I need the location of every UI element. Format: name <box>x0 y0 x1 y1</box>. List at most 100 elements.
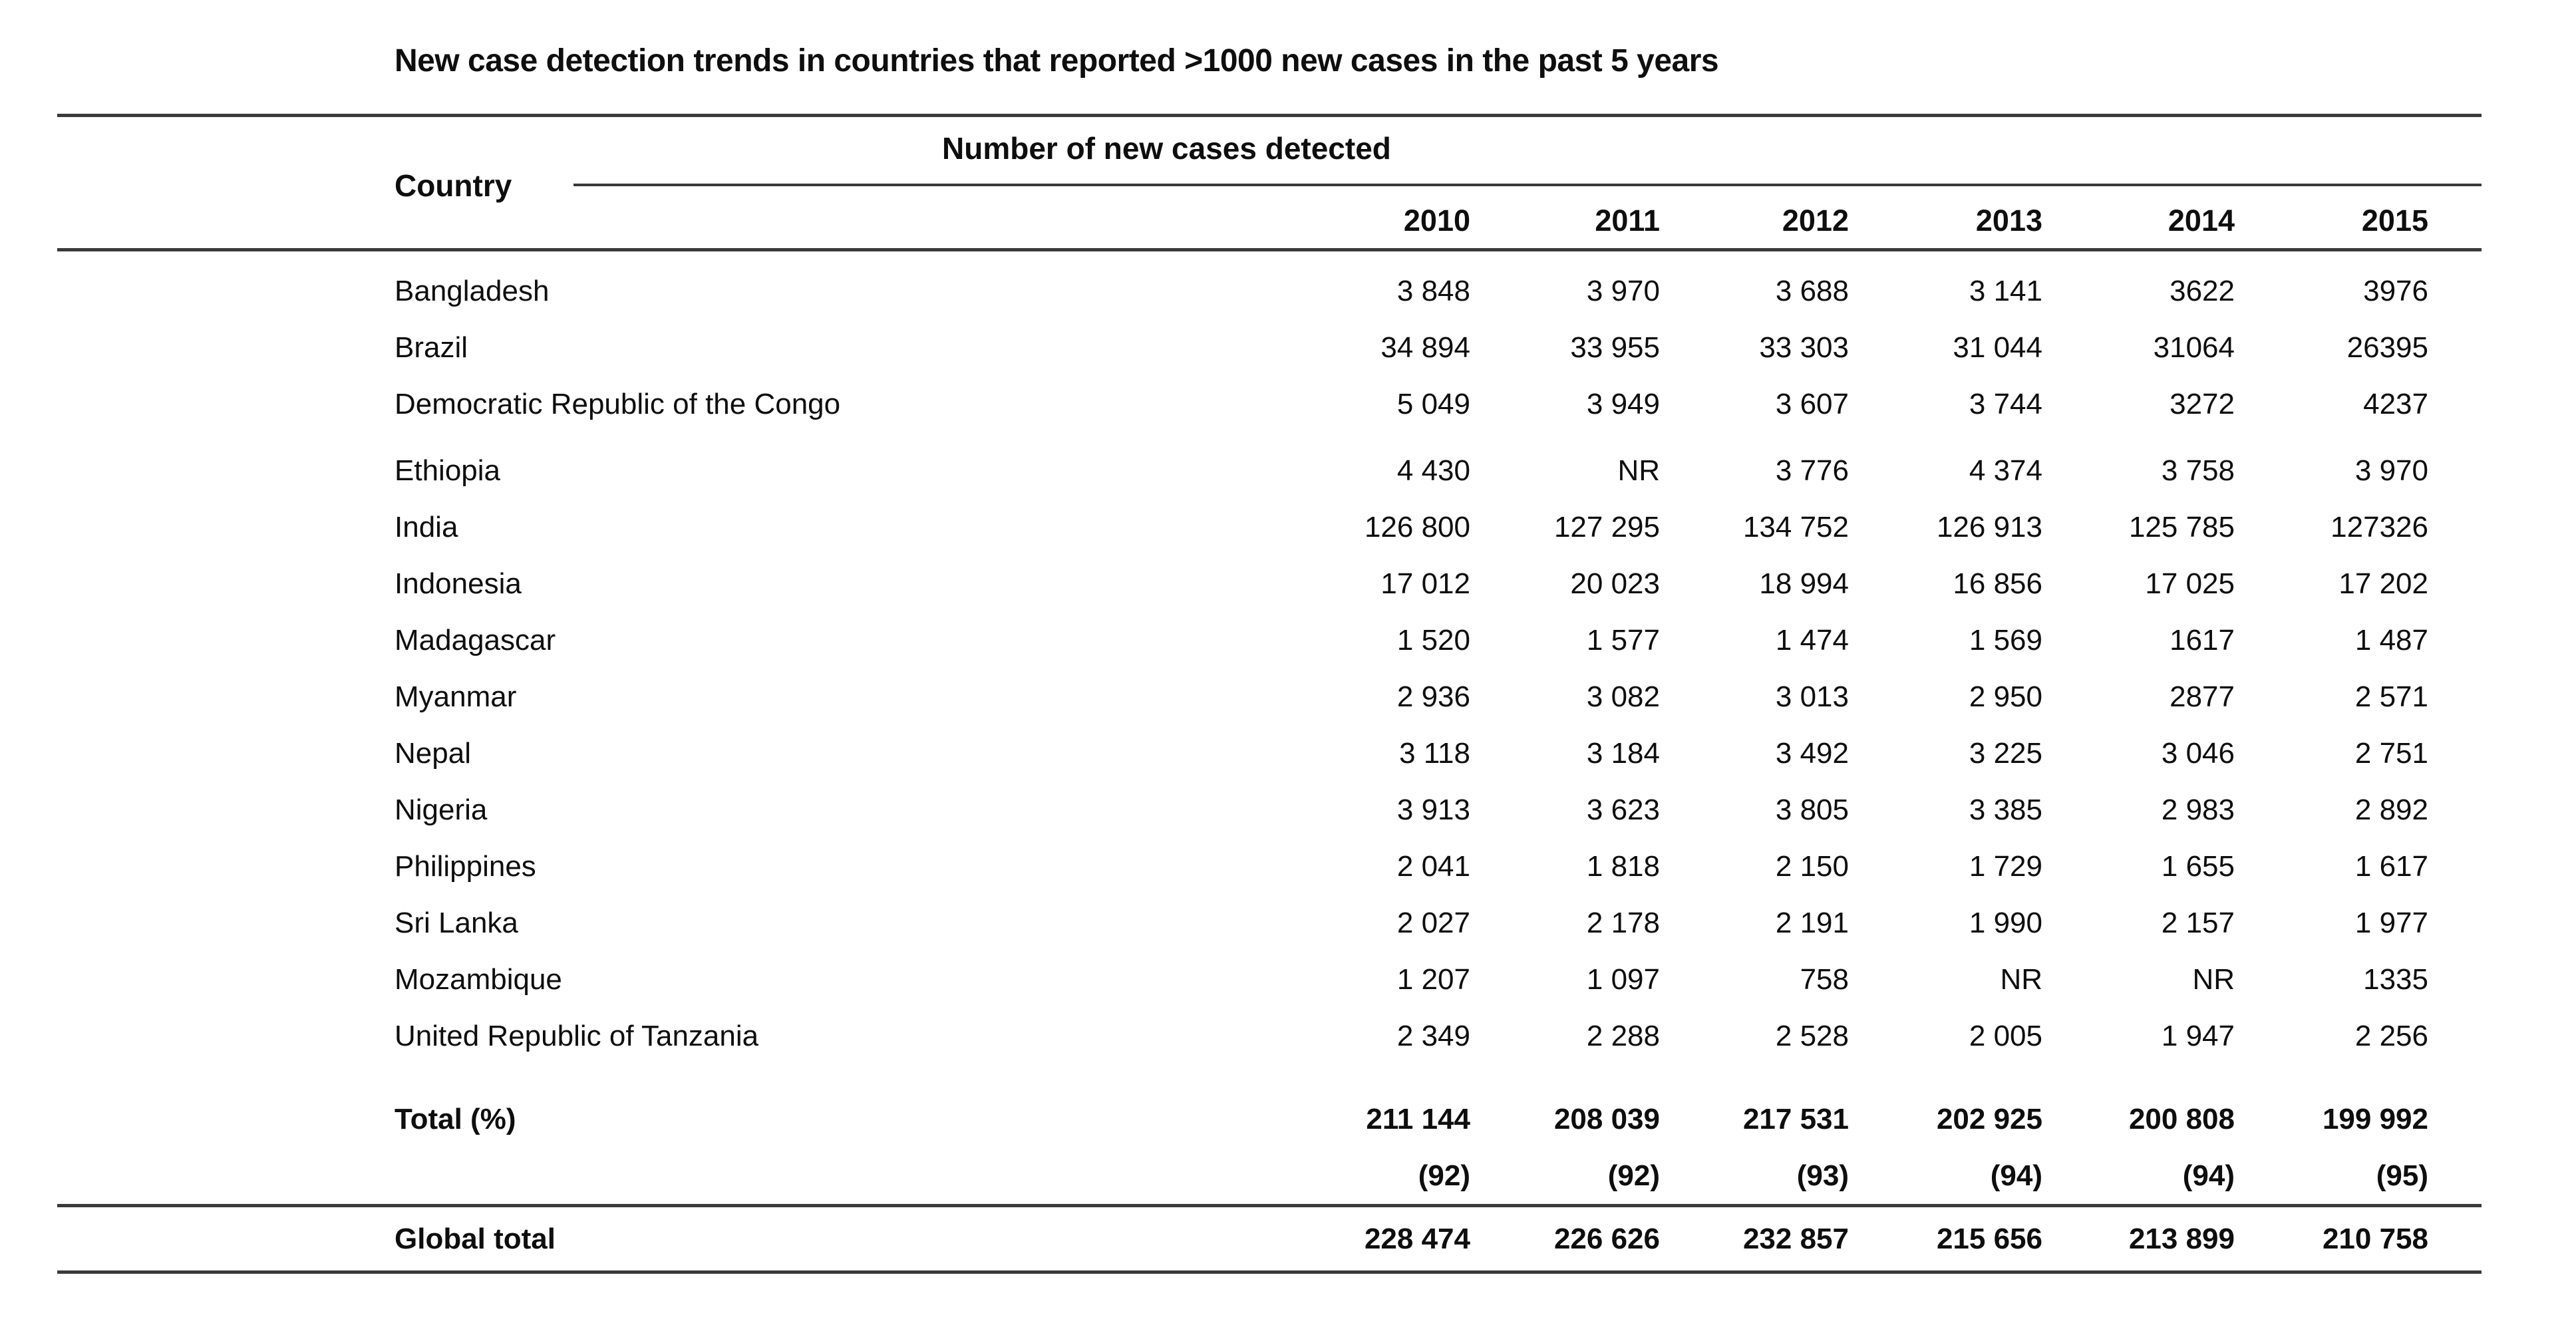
percent-cell: (95) <box>2376 1159 2428 1192</box>
value-cell: 217 531 <box>1742 1102 1849 1135</box>
country-rows: Bangladesh 3 848 3 970 3 688 3 141 3622 3976 Br… <box>57 263 2482 1064</box>
value-cell: 1 520 <box>1396 623 1470 657</box>
value-cell: 200 808 <box>2128 1102 2235 1135</box>
value-cell: 2 936 <box>1396 680 1470 713</box>
value-cell: 1 569 <box>1969 623 2042 657</box>
value-cell: 4237 <box>2363 387 2428 420</box>
percent-cell: (93) <box>1796 1159 1849 1192</box>
value-cell: 3 623 <box>1586 793 1660 826</box>
value-cell: 125 785 <box>2128 510 2235 543</box>
value-cell: 33 303 <box>1759 331 1849 364</box>
country-cell: Myanmar <box>395 680 517 713</box>
year-column-header: 2013 <box>1975 204 2042 237</box>
value-cell: 758 <box>1800 962 1849 996</box>
value-cell: 20 023 <box>1570 567 1660 600</box>
value-cell: NR <box>1617 454 1660 487</box>
percent-cell: (92) <box>1418 1159 1470 1192</box>
value-cell: 3272 <box>2170 387 2235 420</box>
value-cell: 215 656 <box>1936 1222 2042 1255</box>
value-cell: 5 049 <box>1396 387 1470 420</box>
value-cell: 228 474 <box>1364 1222 1470 1255</box>
value-cell: 2 892 <box>2354 793 2428 826</box>
country-cell: Madagascar <box>395 623 556 657</box>
table-row: Bangladesh 3 848 3 970 3 688 3 141 3622 3976 <box>57 263 2428 319</box>
value-cell: 3 184 <box>1586 736 1660 770</box>
value-cell: 202 925 <box>1936 1102 2042 1135</box>
value-cell: 3 970 <box>2354 454 2428 487</box>
value-cell: 4 430 <box>1396 454 1470 487</box>
year-header-row: 2010 2011 2012 2013 2014 2015 <box>57 197 2428 245</box>
table-row: Ethiopia 4 430 NR 3 776 4 374 3 758 3 970 <box>57 442 2428 499</box>
total-label-cell: Total (%) <box>395 1102 516 1135</box>
table-row: India 126 800 127 295 134 752 126 913 125 785… <box>57 499 2428 555</box>
country-cell: Bangladesh <box>395 274 550 307</box>
year-column-header: 2014 <box>2168 204 2235 237</box>
value-cell: 2 983 <box>2161 793 2235 826</box>
value-cell: 1617 <box>2170 623 2235 657</box>
country-cell: United Republic of Tanzania <box>395 1019 759 1052</box>
table-row: Brazil 34 894 33 955 33 303 31 044 31064 26395 <box>57 319 2428 376</box>
country-column-header: Country <box>395 168 512 203</box>
value-cell: 3 118 <box>1399 736 1470 770</box>
percent-cell: (94) <box>1990 1159 2042 1192</box>
table-body: Bangladesh 3 848 3 970 3 688 3 141 3622 3976 Br… <box>57 263 2482 1274</box>
value-cell: 226 626 <box>1553 1222 1660 1255</box>
value-cell: 2 288 <box>1586 1019 1660 1052</box>
value-cell: 17 025 <box>2145 567 2235 600</box>
value-cell: 3976 <box>2363 274 2428 307</box>
value-cell: 16 856 <box>1953 567 2042 600</box>
value-cell: 208 039 <box>1553 1102 1660 1135</box>
table-row: Philippines 2 041 1 818 2 150 1 729 1 655 1 61… <box>57 838 2428 895</box>
value-cell: 1 977 <box>2354 906 2428 939</box>
total-row: Total (%) 211 144 208 039 217 531 202 92… <box>57 1091 2428 1147</box>
value-cell: 1 474 <box>1775 623 1849 657</box>
country-cell: Ethiopia <box>395 454 501 487</box>
year-column-header: 2012 <box>1782 204 1849 237</box>
value-cell: 213 899 <box>2128 1222 2235 1255</box>
country-cell: Indonesia <box>395 567 522 600</box>
percent-cell: (92) <box>1607 1159 1660 1192</box>
value-cell: 1 487 <box>2354 623 2428 657</box>
value-cell: 3 970 <box>1586 274 1660 307</box>
value-cell: 3 013 <box>1775 680 1849 713</box>
value-cell: 3 385 <box>1969 793 2042 826</box>
value-cell: 3 225 <box>1969 736 2042 770</box>
table-title: New case detection trends in countries t… <box>395 43 1719 78</box>
horizontal-rule-top <box>57 114 2482 117</box>
value-cell: 3 913 <box>1396 793 1470 826</box>
value-cell: 3 949 <box>1586 387 1660 420</box>
value-cell: 17 202 <box>2338 567 2428 600</box>
value-cell: 3 848 <box>1396 274 1470 307</box>
value-cell: 3 744 <box>1969 387 2042 420</box>
value-cell: 3 492 <box>1775 736 1849 770</box>
value-cell: 31 044 <box>1953 331 2042 364</box>
value-cell: 2 041 <box>1396 849 1470 883</box>
value-cell: 4 374 <box>1969 454 2042 487</box>
value-cell: 210 758 <box>2322 1222 2428 1255</box>
value-cell: 2 256 <box>2354 1019 2428 1052</box>
value-cell: 126 800 <box>1364 510 1470 543</box>
table-row: Mozambique 1 207 1 097 758 NR NR 1335 <box>57 951 2428 1008</box>
value-cell: NR <box>2000 962 2042 996</box>
value-cell: 1 729 <box>1969 849 2042 883</box>
value-cell: 3 082 <box>1586 680 1660 713</box>
value-cell: 2 005 <box>1969 1019 2042 1052</box>
country-cell: India <box>395 510 458 543</box>
value-cell: 3 805 <box>1775 793 1849 826</box>
value-cell: 18 994 <box>1759 567 1849 600</box>
value-cell: 3 776 <box>1775 454 1849 487</box>
value-cell: 1 617 <box>2354 849 2428 883</box>
value-cell: 127326 <box>2331 510 2428 543</box>
value-cell: 2 191 <box>1775 906 1849 939</box>
value-cell: 3 758 <box>2161 454 2235 487</box>
horizontal-rule-above-global-total <box>57 1204 2482 1207</box>
value-cell: 2 178 <box>1586 906 1660 939</box>
horizontal-rule-group-header <box>573 184 2482 186</box>
value-cell: 1 947 <box>2161 1019 2235 1052</box>
table-row: Nepal 3 118 3 184 3 492 3 225 3 046 2 751 <box>57 725 2428 782</box>
country-cell: Nepal <box>395 736 471 770</box>
value-cell: 134 752 <box>1742 510 1849 543</box>
country-cell: Nigeria <box>395 793 488 826</box>
value-cell: 31064 <box>2153 331 2235 364</box>
value-cell: 3 141 <box>1969 274 2042 307</box>
